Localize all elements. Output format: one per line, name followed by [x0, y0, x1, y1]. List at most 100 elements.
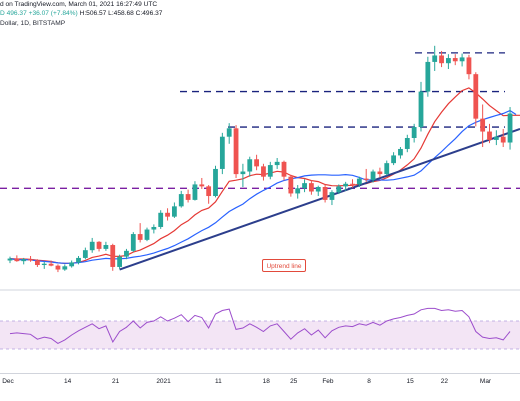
candle-body	[411, 127, 417, 138]
time-axis-tick: 21	[111, 378, 120, 385]
candle-body	[137, 234, 143, 240]
candle-body	[151, 226, 157, 230]
candle-body	[384, 163, 390, 175]
header-publish-line: d on TradingView.com, March 01, 2021 16:…	[0, 1, 158, 8]
candle-body	[466, 57, 472, 75]
candle-body	[82, 250, 88, 258]
rsi-line	[9, 307, 511, 344]
candle-body	[55, 265, 61, 270]
candle-body	[432, 55, 438, 62]
time-axis-tick: 22	[440, 378, 449, 385]
time-axis-tick: 8	[367, 378, 371, 385]
candle-body	[487, 131, 492, 140]
time-axis-tick: 14	[64, 378, 72, 385]
candle-body	[493, 136, 499, 140]
candle-body	[343, 183, 349, 187]
candle-body	[144, 229, 150, 240]
header-price-line: D 496.37 +36.07 (+7.84%) H:506.57 L:458.…	[0, 9, 162, 18]
candle-body	[404, 138, 410, 149]
candle-body	[62, 266, 68, 270]
candle-body	[172, 206, 177, 217]
time-axis-tick: Mar	[479, 378, 492, 385]
time-axis-tick: Dec	[2, 378, 14, 385]
candle-body	[356, 178, 362, 185]
candle-body	[41, 263, 47, 266]
candle-body	[391, 155, 396, 164]
candle-body	[110, 245, 116, 267]
candle-body	[124, 250, 129, 257]
candle-body	[309, 183, 314, 192]
candle-body	[261, 166, 266, 177]
candle-body	[336, 186, 342, 193]
horizontal-levels	[0, 52, 520, 189]
time-axis-tick: 15	[406, 378, 414, 385]
candle-body	[350, 183, 355, 185]
candle-body	[76, 257, 81, 263]
candle-body	[35, 260, 40, 266]
price-chart[interactable]	[0, 0, 520, 373]
candlesticks	[7, 45, 513, 273]
candle-body	[21, 259, 27, 262]
rsi-pane	[0, 289, 520, 350]
uptrend-line-label: Uptrend line	[262, 259, 306, 272]
candle-body	[281, 161, 287, 177]
candle-body	[226, 128, 232, 137]
candle-body	[219, 136, 225, 169]
candle-body	[158, 212, 164, 227]
time-axis: Dec 14 21 2021 11 18 25 Feb 8 15 22 Mar	[0, 373, 520, 401]
candle-body	[14, 258, 20, 262]
candle-body	[48, 263, 54, 266]
candle-body	[247, 159, 253, 172]
candle-body	[233, 128, 239, 175]
rsi-band	[0, 321, 520, 349]
candle-body	[192, 184, 198, 200]
candle-body	[117, 256, 122, 267]
trend-line	[119, 128, 520, 271]
candle-body	[507, 113, 513, 143]
candle-body	[363, 178, 369, 180]
candle-body	[165, 212, 170, 217]
candle-body	[69, 262, 75, 267]
candle-body	[185, 194, 191, 200]
candle-body	[288, 176, 294, 194]
candle-body	[370, 171, 376, 180]
candle-body	[96, 241, 102, 249]
candle-body	[322, 187, 328, 200]
candle-body	[213, 168, 218, 197]
candle-body	[377, 171, 383, 175]
candle-body	[267, 165, 273, 177]
candle-body	[28, 259, 33, 261]
sma-line	[9, 109, 517, 264]
candle-body	[329, 192, 335, 200]
candle-body	[398, 148, 403, 156]
candle-body	[274, 161, 280, 166]
candle-body	[480, 118, 486, 132]
time-axis-tick: 18	[262, 378, 270, 385]
candle-body	[452, 58, 458, 62]
candle-body	[459, 57, 465, 62]
header-change: D 496.37 +36.07 (+7.84%)	[0, 10, 78, 17]
time-axis-tick: 25	[290, 378, 298, 385]
time-axis-tick: 2021	[156, 378, 171, 385]
candle-body	[240, 171, 246, 175]
candle-body	[439, 55, 444, 64]
candle-body	[446, 58, 451, 64]
candle-body	[473, 74, 479, 119]
candle-body	[315, 187, 321, 192]
candle-body	[199, 184, 205, 187]
candle-body	[7, 258, 13, 261]
candle-body	[302, 183, 307, 189]
candle-body	[500, 136, 506, 143]
chart-header: d on TradingView.com, March 01, 2021 16:…	[0, 0, 520, 28]
uptrend-line	[119, 128, 520, 271]
candle-body	[130, 234, 136, 251]
time-axis-tick: 11	[214, 378, 222, 385]
candle-body	[178, 194, 184, 207]
candle-body	[295, 188, 301, 194]
candle-body	[103, 245, 109, 249]
candle-body	[418, 91, 424, 128]
candle-body	[425, 61, 431, 92]
time-axis-tick: Feb	[322, 378, 334, 385]
candle-body	[254, 159, 259, 167]
candle-body	[89, 241, 95, 251]
